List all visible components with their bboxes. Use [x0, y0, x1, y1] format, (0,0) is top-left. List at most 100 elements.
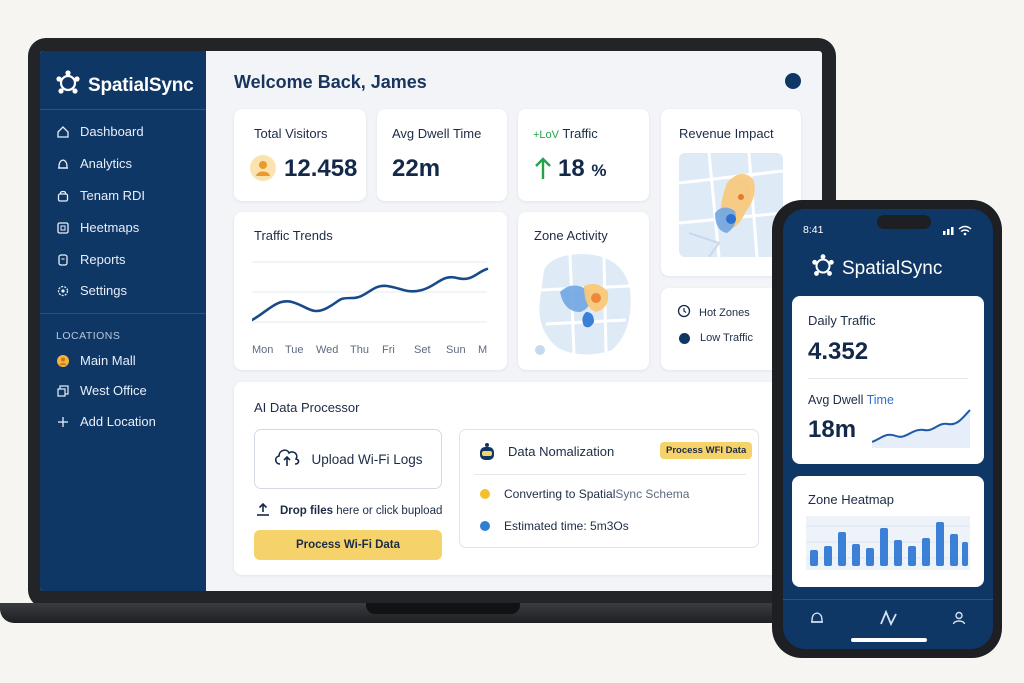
sidebar-item-label: Dashboard — [80, 124, 144, 139]
tabbar-divider — [783, 599, 993, 600]
app-name: SpatialSync — [842, 257, 943, 279]
plus-icon — [56, 415, 70, 429]
robot-icon — [478, 442, 496, 467]
step-converting: Converting to SpatialSync Schema — [480, 487, 689, 501]
pulse-icon — [880, 609, 898, 630]
legend-low-traffic: Low Traffic — [679, 332, 753, 344]
clock-icon — [677, 304, 691, 321]
daily-traffic-value: 4.352 — [808, 338, 869, 365]
tab-notifications[interactable] — [809, 610, 825, 631]
day-label: M — [478, 344, 488, 356]
zone-activity-card: Zone Activity — [518, 212, 649, 370]
daily-traffic-card: Daily Traffic 4.352 Avg Dwell Time 18m — [792, 296, 984, 464]
avg-dwell-value: 18m — [808, 416, 857, 443]
card-title: +LoV Traffic — [533, 126, 598, 141]
day-label: Sun — [446, 344, 466, 356]
clipboard-icon — [56, 253, 70, 267]
card-title: Avg Dwell Time — [808, 393, 894, 407]
location-label: Main Mall — [80, 353, 136, 368]
app-logo[interactable]: SpatialSync — [54, 69, 194, 102]
page-title: Welcome Back, James — [234, 72, 427, 92]
step-label: Converting to SpatialSync Schema — [504, 487, 689, 501]
day-label: Mon — [252, 344, 274, 356]
upload-wifi-logs-button[interactable]: Upload Wi-Fi Logs — [254, 429, 442, 489]
process-wifi-data-button[interactable]: Process Wi-Fi Data — [254, 530, 442, 560]
sidebar-item-analytics[interactable]: Analytics — [56, 156, 132, 171]
person-icon — [56, 354, 70, 368]
total-visitors-card: Total Visitors 12.458 — [234, 109, 366, 201]
legend-label: Low Traffic — [700, 332, 753, 344]
traffic-number: 18 — [558, 155, 585, 182]
ai-data-processor-card: AI Data Processor Upload Wi-Fi Logs Drop… — [234, 382, 801, 575]
sidebar-item-label: Reports — [80, 252, 126, 267]
revenue-heatmap — [678, 152, 784, 258]
step-text-b: Sync Schema — [615, 487, 690, 501]
panel-divider — [474, 474, 746, 475]
sidebar-item-tenam-rdi[interactable]: Tenam RDI — [56, 188, 145, 203]
traffic-title: Traffic — [562, 126, 598, 141]
sidebar-item-label: Analytics — [80, 156, 133, 171]
day-label: Tue — [285, 344, 304, 356]
status-time: 8:41 — [803, 224, 824, 236]
home-icon — [56, 125, 70, 139]
home-indicator — [851, 638, 927, 642]
sidebar-item-label: Tenam RDI — [80, 188, 146, 203]
add-location-button[interactable]: Add Location — [56, 414, 156, 429]
sidebar-item-dashboard[interactable]: Dashboard — [56, 124, 144, 139]
card-title: Daily Traffic — [808, 313, 876, 328]
app-name: SpatialSync — [88, 74, 194, 96]
traffic-value: 18 % — [558, 155, 607, 183]
step-label: Estimated time: 5m3Os — [504, 519, 629, 533]
upload-arrow-icon — [256, 502, 270, 519]
normalization-title: Data Nomalization — [508, 444, 615, 459]
sidebar-item-reports[interactable]: Reports — [56, 252, 126, 267]
card-title: Avg Dwell Time — [392, 126, 482, 141]
sidebar-item-heetmaps[interactable]: Heetmaps — [56, 220, 139, 235]
phone-logo: SpatialSync — [810, 253, 942, 284]
dwell-sparkline — [872, 409, 971, 448]
day-label: Thu — [350, 344, 369, 356]
process-wfi-data-badge[interactable]: Process WFI Data — [660, 442, 753, 459]
phone-screen: 8:41 SpatialSync Daily Traffic 4.352 Avg… — [783, 209, 993, 649]
phone-notch — [877, 215, 931, 229]
card-title: AI Data Processor — [254, 400, 360, 415]
legend-label: Hot Zones — [699, 306, 750, 319]
blue-dot-icon — [480, 521, 490, 531]
avg-dwell-value: 22m — [392, 155, 441, 182]
cloud-upload-icon — [273, 446, 301, 473]
avg-dwell-card: Avg Dwell Time 22m — [377, 109, 507, 201]
sidebar: SpatialSync Dashboard Analytics Tenam RD… — [40, 51, 206, 591]
card-title: Revenue Impact — [679, 126, 774, 141]
map-icon — [56, 221, 70, 235]
bell-icon — [809, 612, 825, 630]
day-label: Fri — [382, 344, 395, 356]
traffic-trends-chart — [252, 261, 489, 323]
sidebar-divider — [40, 109, 206, 110]
sidebar-item-label: Heetmaps — [80, 220, 140, 235]
locations-heading: LOCATIONS — [56, 330, 121, 342]
total-visitors-value: 12.458 — [284, 155, 358, 182]
card-title: Zone Activity — [534, 228, 608, 243]
location-west-office[interactable]: West Office — [56, 383, 147, 398]
location-main-mall[interactable]: Main Mall — [56, 353, 136, 368]
drop-bold: Drop files — [280, 504, 334, 517]
zone-heatmap-bars — [806, 516, 970, 570]
sidebar-item-settings[interactable]: Settings — [56, 283, 127, 298]
tab-profile[interactable] — [951, 610, 967, 631]
copy-icon — [56, 384, 70, 398]
arrow-up-icon — [534, 157, 552, 186]
signal-wifi-icon — [943, 223, 973, 241]
drop-rest: here or click bupload — [333, 504, 443, 517]
navy-dot-icon — [679, 332, 690, 344]
day-label: Set — [414, 344, 431, 356]
user-icon — [951, 611, 967, 630]
data-normalization-panel: Data Nomalization Process WFI Data Conve… — [459, 429, 759, 548]
tab-activity[interactable] — [880, 609, 898, 631]
user-avatar[interactable] — [785, 73, 801, 89]
card-title: Zone Heatmap — [808, 492, 894, 507]
legend-hot-zones: Hot Zones — [677, 304, 750, 321]
traffic-trends-card: Traffic Trends Mon Tue Wed Thu Fri Set S… — [234, 212, 507, 370]
card-title: Traffic Trends — [254, 228, 333, 243]
step-text-a: Converting to Spatial — [504, 487, 616, 501]
drop-zone[interactable]: Drop files here or click bupload — [256, 502, 442, 519]
